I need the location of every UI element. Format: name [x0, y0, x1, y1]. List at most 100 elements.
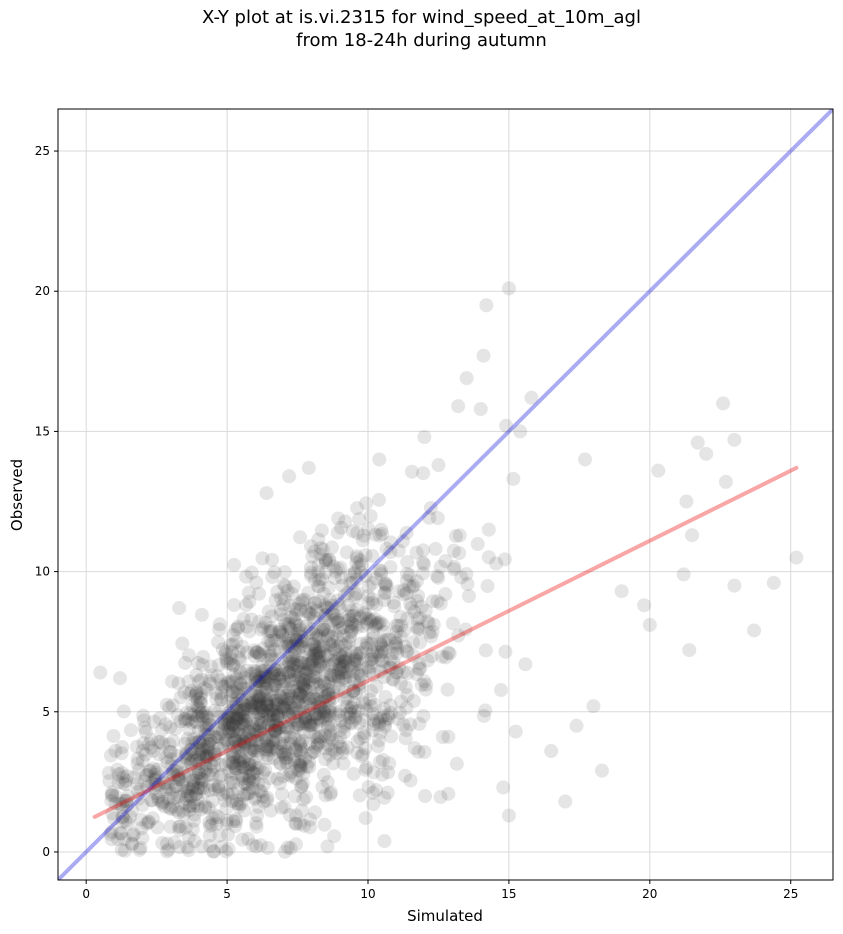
- data-point: [287, 601, 302, 616]
- data-point: [189, 667, 204, 682]
- data-point: [263, 621, 278, 636]
- data-point: [347, 566, 362, 581]
- data-point: [265, 682, 280, 697]
- data-point: [373, 664, 388, 679]
- data-point: [399, 525, 414, 540]
- data-point: [506, 471, 521, 486]
- data-point: [221, 715, 236, 730]
- data-point: [297, 592, 312, 607]
- data-point: [383, 652, 398, 667]
- data-point: [165, 799, 180, 814]
- data-point: [267, 697, 282, 712]
- data-point: [363, 684, 378, 699]
- data-point: [178, 714, 193, 729]
- data-point: [204, 659, 219, 674]
- data-point: [398, 680, 413, 695]
- data-point: [275, 625, 290, 640]
- data-point: [238, 702, 253, 717]
- data-point: [264, 624, 279, 639]
- data-point: [346, 684, 361, 699]
- data-point: [331, 562, 346, 577]
- data-point: [338, 671, 353, 686]
- data-point: [178, 655, 193, 670]
- data-point: [314, 729, 329, 744]
- data-point: [252, 735, 267, 750]
- data-point: [291, 733, 306, 748]
- data-point: [297, 682, 312, 697]
- data-point: [318, 552, 333, 567]
- data-point: [221, 706, 236, 721]
- data-point: [227, 719, 242, 734]
- data-point: [193, 780, 208, 795]
- data-point: [260, 840, 275, 855]
- data-point: [249, 767, 264, 782]
- data-point: [373, 711, 388, 726]
- data-point: [188, 753, 203, 768]
- data-point: [203, 763, 218, 778]
- data-point: [198, 800, 213, 815]
- data-point: [307, 669, 322, 684]
- data-point: [313, 547, 328, 562]
- data-point: [287, 645, 302, 660]
- data-point: [311, 651, 326, 666]
- data-point: [260, 748, 275, 763]
- data-point: [293, 816, 308, 831]
- data-point: [718, 474, 733, 489]
- data-point: [248, 724, 263, 739]
- data-point: [286, 579, 301, 594]
- data-point: [302, 691, 317, 706]
- data-point: [344, 716, 359, 731]
- data-point: [236, 788, 251, 803]
- data-point: [281, 695, 296, 710]
- data-point: [235, 696, 250, 711]
- data-point: [349, 646, 364, 661]
- data-point: [313, 657, 328, 672]
- y-tick-label: 5: [42, 705, 50, 719]
- data-point: [342, 630, 357, 645]
- data-point: [329, 564, 344, 579]
- data-point: [276, 699, 291, 714]
- data-point: [302, 754, 317, 769]
- data-point: [149, 777, 164, 792]
- data-point: [374, 564, 389, 579]
- data-point: [311, 628, 326, 643]
- data-point: [221, 711, 236, 726]
- data-point: [320, 839, 335, 854]
- data-point: [290, 695, 305, 710]
- data-point: [270, 718, 285, 733]
- data-point: [318, 598, 333, 613]
- data-point: [283, 674, 298, 689]
- data-point: [229, 761, 244, 776]
- data-point: [272, 776, 287, 791]
- data-point: [399, 586, 414, 601]
- data-point: [396, 583, 411, 598]
- data-point: [430, 510, 445, 525]
- data-point: [188, 688, 203, 703]
- data-point: [279, 756, 294, 771]
- data-point: [228, 819, 243, 834]
- data-point: [303, 660, 318, 675]
- data-point: [501, 808, 516, 823]
- data-point: [199, 682, 214, 697]
- data-point: [224, 709, 239, 724]
- data-point: [335, 578, 350, 593]
- data-point: [451, 399, 466, 414]
- data-point: [185, 735, 200, 750]
- data-point: [354, 663, 369, 678]
- data-point: [288, 700, 303, 715]
- data-point: [237, 718, 252, 733]
- data-point: [316, 620, 331, 635]
- data-point: [348, 651, 363, 666]
- data-point: [441, 786, 456, 801]
- data-point: [295, 734, 310, 749]
- data-point: [377, 593, 392, 608]
- data-point: [136, 736, 151, 751]
- data-point: [243, 698, 258, 713]
- data-point: [191, 723, 206, 738]
- data-point: [282, 683, 297, 698]
- data-point: [251, 712, 266, 727]
- data-point: [277, 591, 292, 606]
- data-point: [290, 717, 305, 732]
- data-point: [110, 762, 125, 777]
- data-point: [344, 625, 359, 640]
